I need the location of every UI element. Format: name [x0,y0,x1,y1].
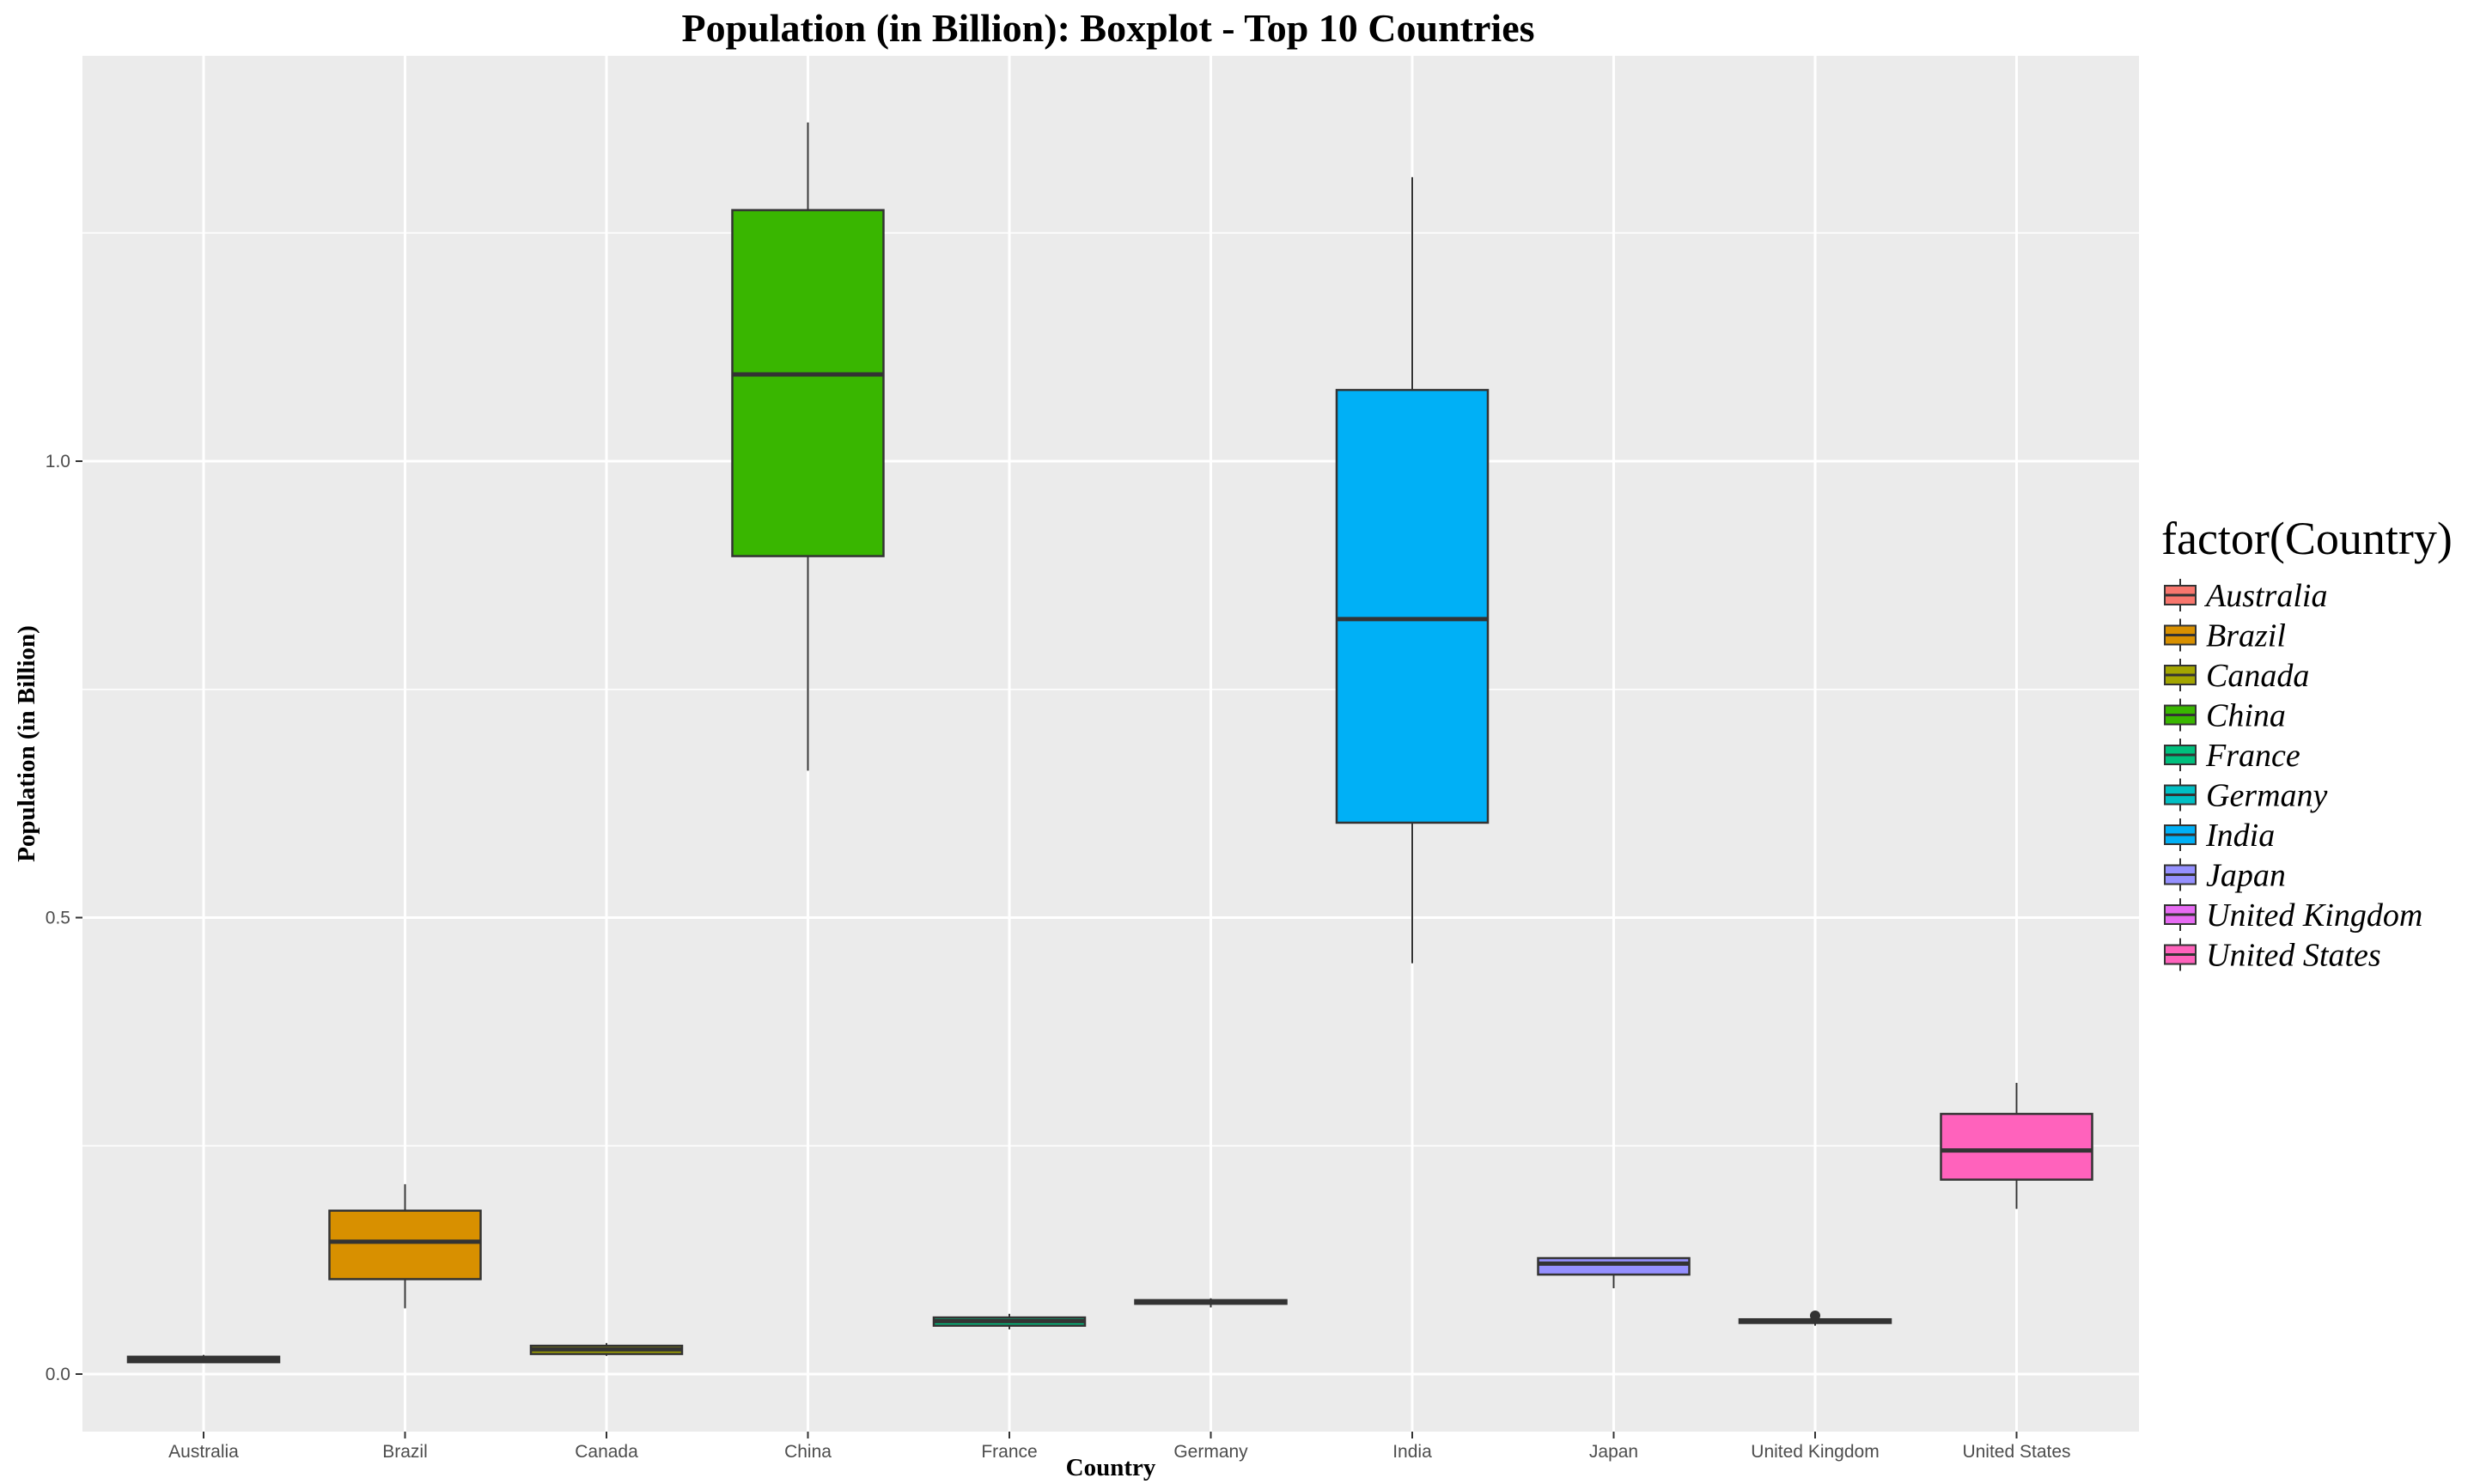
box-india [1335,177,1490,964]
legend: factor(Country) Australia Brazil Canada Chi… [2161,513,2453,974]
minor-gridlines [82,232,2139,1146]
legend-label: United Kingdom [2206,897,2422,934]
y-tick-label: 1.0 [46,452,70,471]
y-axis-title: Population (in Billion) [13,625,40,862]
legend-item: India [2164,818,2275,854]
box-united-kingdom [1738,1310,1892,1326]
box-body [1335,388,1490,824]
x-tick-label: Japan [1589,1442,1638,1462]
box-body [328,1209,482,1280]
legend-item: Canada [2164,658,2309,694]
box-body [1940,1112,2093,1181]
legend-item: China [2164,698,2286,734]
x-tick-label: United States [1962,1442,2070,1462]
legend-label: Japan [2206,858,2286,894]
x-axis-title: Country [1066,1454,1156,1481]
legend-label: India [2205,818,2275,854]
x-tick-label: China [784,1442,832,1462]
legend-label: China [2206,698,2286,734]
outlier-point [1810,1310,1820,1321]
plot-panel [82,56,2139,1432]
legend-item: United States [2164,938,2381,974]
legend-item: Japan [2164,858,2286,894]
box-brazil [328,1183,482,1309]
boxes-layer [126,122,2093,1364]
legend-label: United States [2206,938,2381,974]
legend-label: Australia [2203,578,2327,614]
legend-item: Germany [2164,778,2328,814]
legend-item: Brazil [2164,618,2286,654]
box-germany [1134,1298,1288,1308]
x-tick-label: India [1392,1442,1432,1462]
box-canada [529,1342,684,1356]
x-tick-label: Australia [168,1442,239,1462]
chart-title: Population (in Billion): Boxplot - Top 1… [681,6,1534,50]
x-tick-label: Germany [1173,1442,1248,1462]
x-axis: Australia Brazil Canada China France Germany I… [168,1432,2071,1462]
legend-item: Australia [2164,578,2327,614]
legend-label: Brazil [2206,618,2286,654]
box-body [1537,1256,1691,1276]
legend-item: United Kingdom [2164,897,2422,934]
y-tick-label: 0.5 [46,909,70,928]
box-body [731,209,885,557]
x-tick-label: Canada [575,1442,638,1462]
box-australia [126,1354,281,1364]
box-france [932,1313,1087,1329]
box-japan [1537,1256,1691,1289]
x-tick-label: Brazil [382,1442,428,1462]
x-tick-label: United Kingdom [1751,1442,1879,1462]
legend-label: Germany [2206,778,2328,814]
legend-item: France [2164,738,2300,774]
y-tick-label: 0.0 [46,1365,70,1384]
y-axis: 0.0 0.5 1.0 [46,452,82,1384]
legend-label: France [2205,738,2300,774]
box-china [731,122,885,771]
legend-label: Canada [2206,658,2309,694]
box-united-states [1940,1082,2093,1209]
x-tick-label: France [981,1442,1037,1462]
legend-title: factor(Country) [2161,513,2453,564]
